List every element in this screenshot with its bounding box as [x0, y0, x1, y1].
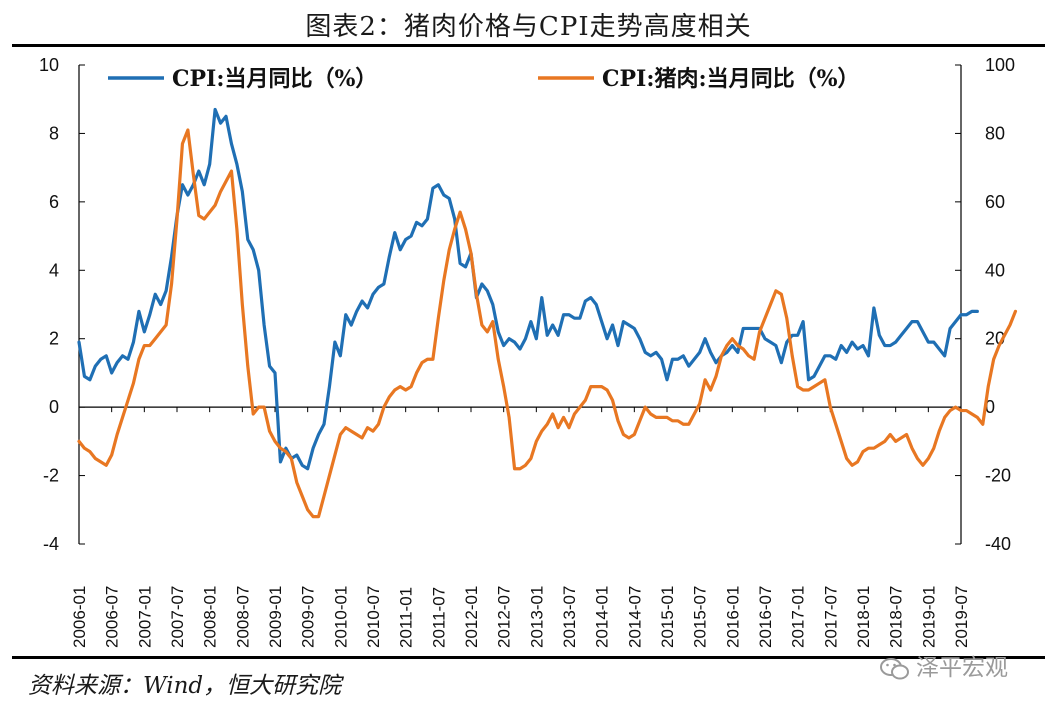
left-tick-label: 8	[49, 123, 59, 143]
series-cpi-line	[77, 107, 979, 471]
left-tick-label: 10	[39, 55, 59, 75]
right-tick-label: 80	[985, 123, 1005, 143]
source-note: 资料来源：Wind，恒大研究院	[28, 673, 342, 699]
x-tick-label: 2015-07	[691, 586, 710, 648]
x-tick-label: 2014-01	[593, 586, 612, 648]
x-tick-label: 2008-01	[201, 586, 220, 648]
left-tick-label: -2	[43, 466, 59, 486]
left-tick-label: 4	[49, 260, 59, 280]
x-tick-label: 2007-07	[168, 586, 187, 648]
top-rule	[12, 44, 1045, 47]
x-tick-label: 2016-01	[723, 586, 742, 648]
x-tick-label: 2009-07	[299, 586, 318, 648]
x-tick-label: 2013-07	[560, 586, 579, 648]
x-tick-label: 2014-07	[625, 586, 644, 648]
right-tick-label: -40	[985, 534, 1011, 554]
legend-cpi-label: CPI:当月同比（%）	[172, 66, 377, 92]
x-tick-label: 2011-01	[397, 587, 416, 648]
left-tick-label: 2	[49, 329, 59, 349]
x-tick-label: 2019-01	[919, 586, 938, 648]
right-tick-label: 0	[985, 397, 995, 417]
x-tick-label: 2009-01	[266, 586, 285, 648]
x-tick-label: 2017-01	[789, 586, 808, 648]
left-tick-label: -4	[43, 534, 59, 554]
x-tick-label: 2010-01	[331, 586, 350, 648]
x-tick-label: 2012-07	[495, 586, 514, 648]
x-tick-label: 2019-07	[952, 586, 971, 648]
x-tick-label: 2012-01	[462, 586, 481, 648]
watermark-text: 泽平宏观	[916, 655, 1008, 681]
x-tick-label: 2008-07	[233, 586, 252, 648]
x-tick-label: 2013-01	[527, 586, 546, 648]
x-tick-label: 2018-01	[854, 586, 873, 648]
watermark: 泽平宏观	[880, 648, 1008, 682]
chart-title: 图表2：猪肉价格与CPI走势高度相关	[305, 12, 752, 42]
x-tick-label: 2018-07	[887, 586, 906, 648]
x-tick-label: 2017-07	[821, 586, 840, 648]
x-tick-label: 2006-01	[70, 586, 89, 648]
x-tick-label: 2016-07	[756, 586, 775, 648]
x-tick-label: 2011-07	[429, 587, 448, 648]
right-tick-label: 60	[985, 192, 1005, 212]
series-pork-line	[77, 128, 1018, 519]
left-tick-label: 6	[49, 192, 59, 212]
x-tick-label: 2007-01	[135, 586, 154, 648]
x-tick-label: 2006-07	[103, 586, 122, 648]
bottom-rule	[12, 656, 1045, 659]
x-tick-label: 2010-07	[364, 586, 383, 648]
wechat-icon	[880, 657, 909, 679]
legend-pork-label: CPI:猪肉:当月同比（%）	[602, 66, 860, 92]
x-tick-label: 2015-01	[658, 586, 677, 648]
right-tick-label: 100	[985, 55, 1015, 75]
right-tick-label: 40	[985, 260, 1005, 280]
left-tick-label: 0	[49, 397, 59, 417]
right-tick-label: -20	[985, 466, 1011, 486]
